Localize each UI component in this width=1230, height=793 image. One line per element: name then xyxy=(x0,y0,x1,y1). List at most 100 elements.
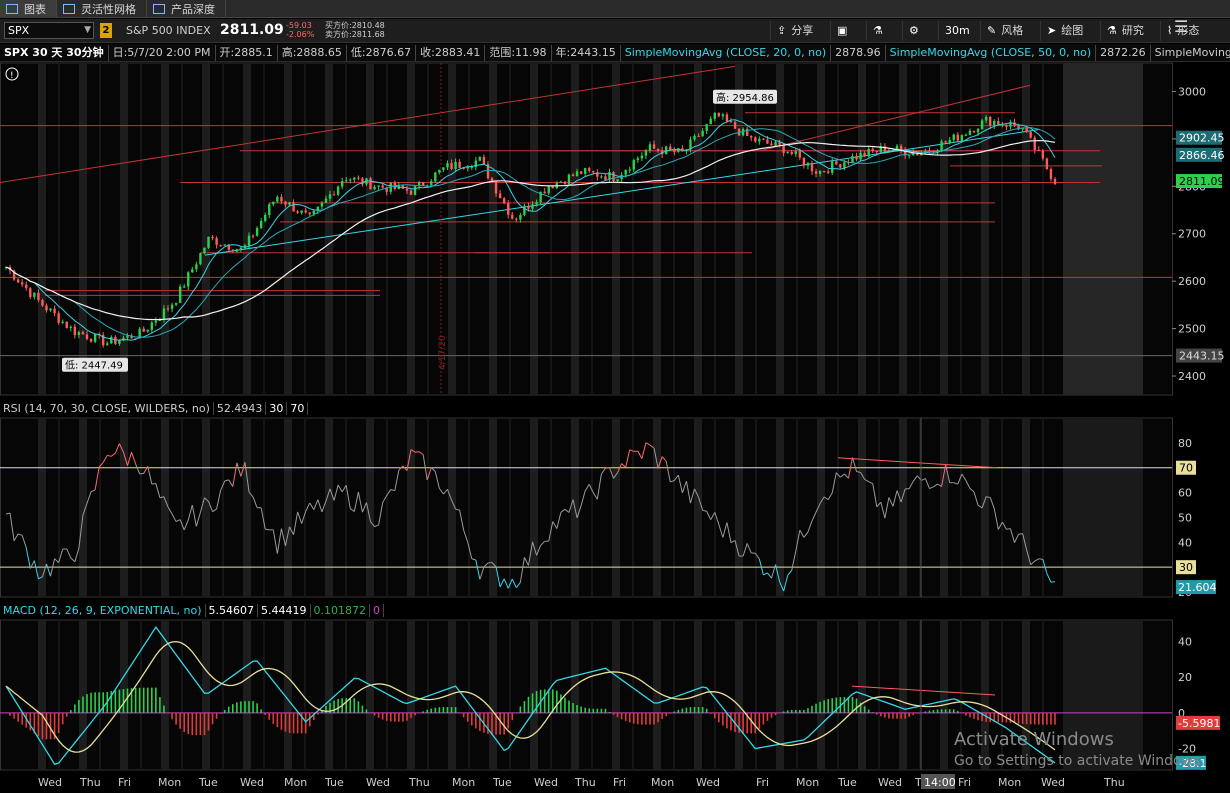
rsi-segment xyxy=(471,558,476,561)
tab-product-depth[interactable]: 产品深度 xyxy=(147,0,226,18)
sma20-label: SimpleMovingAvg (CLOSE, 20, 0, no) xyxy=(621,44,832,61)
session-band xyxy=(509,418,511,597)
session-band xyxy=(181,620,183,770)
candle-body xyxy=(450,163,453,169)
session-band xyxy=(755,620,757,770)
rsi-segment xyxy=(961,473,967,481)
candle-body xyxy=(563,181,567,185)
session-band xyxy=(366,418,374,597)
macd-label: MACD (12, 26, 9, EXPONENTIAL, no) xyxy=(0,604,206,617)
session-band xyxy=(345,620,347,770)
session-band xyxy=(427,63,429,395)
symbol-input[interactable]: SPX ▼ xyxy=(4,22,94,39)
style-button[interactable]: ✎ 风格 xyxy=(980,21,1023,41)
rsi-segment xyxy=(155,483,161,498)
candle-body xyxy=(806,163,810,166)
candle-body xyxy=(304,210,307,213)
rsi-segment xyxy=(921,478,926,481)
candle-body xyxy=(1037,149,1040,151)
tab-flexible-grid[interactable]: 灵活性网格 xyxy=(57,0,147,18)
share-button[interactable]: ⇪ 分享 xyxy=(770,21,813,41)
rsi-segment xyxy=(993,508,999,530)
patterns-button[interactable]: ⌇ 形态 xyxy=(1160,21,1199,41)
rsi-segment xyxy=(374,524,379,528)
rsi-segment xyxy=(892,490,898,507)
candle-body xyxy=(73,326,77,335)
candle-body xyxy=(632,160,635,170)
rsi-segment xyxy=(212,508,217,513)
rsi-segment xyxy=(637,450,643,459)
timeframe-button[interactable]: 30m xyxy=(938,21,970,41)
session-band xyxy=(448,418,456,597)
rsi-segment xyxy=(402,465,408,471)
link-badge[interactable]: 2 xyxy=(100,23,112,38)
session-band xyxy=(796,63,798,395)
tab-chart[interactable]: 图表 xyxy=(0,0,57,18)
rsi-segment xyxy=(78,514,84,549)
rsi-segment xyxy=(884,497,890,519)
session-band xyxy=(243,620,251,770)
rsi-segment xyxy=(681,481,687,493)
rsi-70-tag: 70 xyxy=(1179,462,1193,475)
candle-body xyxy=(65,321,68,328)
x-axis-label: Thu xyxy=(79,776,101,789)
rsi-segment xyxy=(722,522,728,538)
lab-button[interactable]: ⚗ xyxy=(866,21,888,41)
studies-button[interactable]: ⚗ 研究 xyxy=(1100,21,1144,41)
candle-body xyxy=(243,245,247,248)
session-band xyxy=(263,63,265,395)
price-tick-label: 2600 xyxy=(1178,275,1206,288)
flask-icon: ⚗ xyxy=(873,24,883,37)
candle-body xyxy=(170,304,174,309)
x-axis-label: Fri xyxy=(613,776,626,789)
candle-body xyxy=(592,170,595,173)
rsi-os: 70 xyxy=(287,402,309,415)
x-axis-label: Thu xyxy=(408,776,430,789)
rsi-segment xyxy=(21,535,27,548)
candle-body xyxy=(114,337,117,344)
session-band xyxy=(509,620,511,770)
rsi-segment xyxy=(418,451,424,455)
candle-body xyxy=(859,152,862,160)
rsi-segment xyxy=(252,496,258,508)
candle-body xyxy=(1041,150,1045,159)
chevron-down-icon[interactable]: ▼ xyxy=(84,25,91,35)
sma50-label: SimpleMovingAvg (CLOSE, 50, 0, no) xyxy=(886,44,1097,61)
rsi-segment xyxy=(410,449,416,453)
rsi-segment xyxy=(280,528,286,546)
macd-tag-bg xyxy=(1176,715,1220,730)
rsi-segment xyxy=(605,467,610,469)
candle-body xyxy=(154,320,158,323)
session-band xyxy=(325,620,333,770)
rsi-segment xyxy=(183,519,189,531)
rsi-segment xyxy=(977,504,983,509)
x-axis-label: Mon xyxy=(284,776,307,789)
rsi-segment xyxy=(1022,533,1028,551)
settings-button[interactable]: ⚙ xyxy=(902,21,924,41)
candle-body xyxy=(251,235,255,237)
candle-body xyxy=(130,335,133,339)
snapshot-button[interactable]: ▣ xyxy=(830,21,852,41)
rsi-segment xyxy=(532,541,538,556)
candle-body xyxy=(191,269,194,273)
chart-icon xyxy=(6,3,18,14)
rsi-segment xyxy=(880,502,886,519)
candle-body xyxy=(988,116,992,126)
rsi-segment xyxy=(965,480,971,489)
candle-body xyxy=(296,211,299,213)
candle-body xyxy=(1021,127,1024,130)
x-axis-label: Tue xyxy=(198,776,218,789)
rsi-segment xyxy=(540,541,546,546)
rsi-segment xyxy=(475,559,481,580)
activate-windows-title: Activate Windows xyxy=(954,729,1114,750)
session-band xyxy=(653,418,661,597)
session-band xyxy=(325,63,333,395)
drawing-button[interactable]: ➤ 绘图 xyxy=(1040,21,1083,41)
candle-body xyxy=(656,148,660,151)
menu-icon[interactable]: ☰ xyxy=(1174,17,1189,36)
session-band xyxy=(612,63,620,395)
session-band xyxy=(407,418,415,597)
candle-body xyxy=(53,308,56,314)
rsi-segment xyxy=(758,558,764,576)
